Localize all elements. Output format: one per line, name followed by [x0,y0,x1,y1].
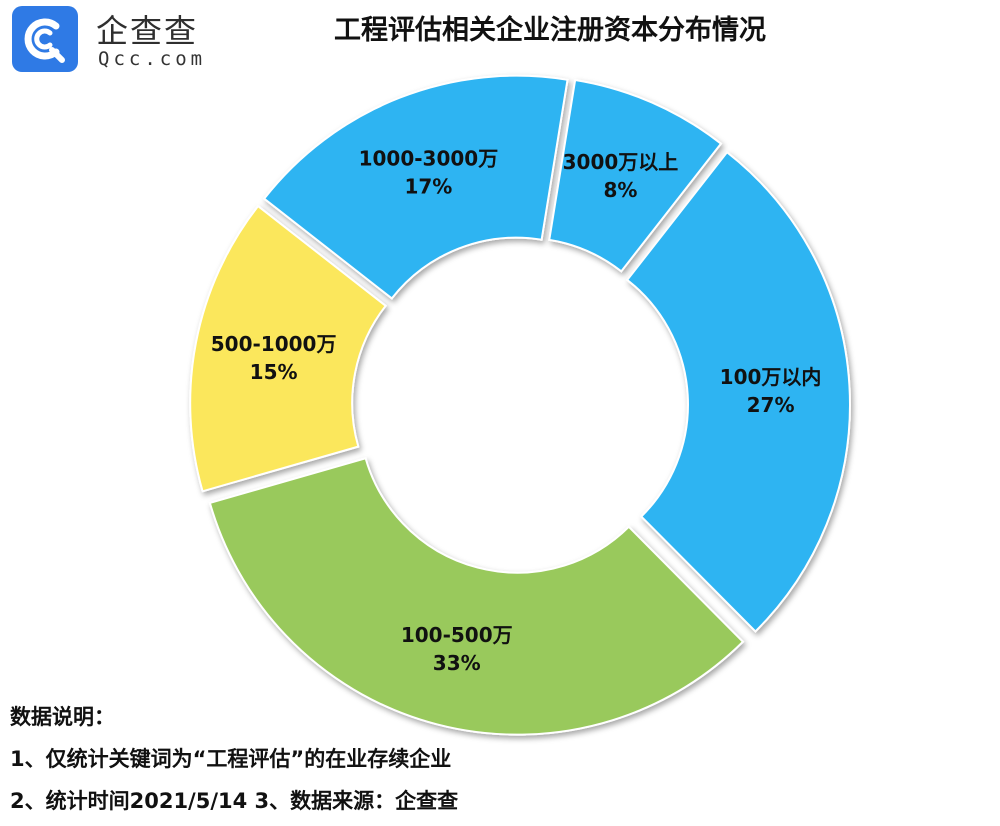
slice-5-percent: 8% [604,178,638,202]
slice-1 [625,150,851,633]
slice-2-label: 100-500万 [401,623,513,647]
slice-2 [208,456,745,736]
qcc-logo-icon [12,6,78,72]
slice-3-label: 500-1000万 [211,332,337,356]
slice-1-percent: 27% [747,393,795,417]
slice-4-label: 1000-3000万 [359,146,499,170]
notes-heading: 数据说明： [10,705,115,729]
slice-3-percent: 15% [250,360,298,384]
slice-4 [262,74,569,300]
slice-1-label: 100万以内 [720,365,822,389]
notes-line-1: 1、仅统计关键词为“工程评估”的在业存续企业 [10,747,452,771]
data-notes: 数据说明： 1、仅统计关键词为“工程评估”的在业存续企业 2、统计时间2021/… [10,700,458,826]
slice-5-label: 3000万以上 [563,150,679,174]
slice-4-percent: 17% [404,174,452,198]
logo-domain: Qcc.com [98,48,207,70]
notes-line-2: 2、统计时间2021/5/14 3、数据来源：企查查 [10,789,459,813]
slice-2-percent: 33% [433,651,481,675]
slice-3 [189,204,388,493]
qcc-logo: 企查查 Qcc.com [12,6,272,76]
slice-5 [548,78,723,273]
chart-title: 工程评估相关企业注册资本分布情况 [334,15,766,46]
logo-name: 企查查 [96,12,199,50]
